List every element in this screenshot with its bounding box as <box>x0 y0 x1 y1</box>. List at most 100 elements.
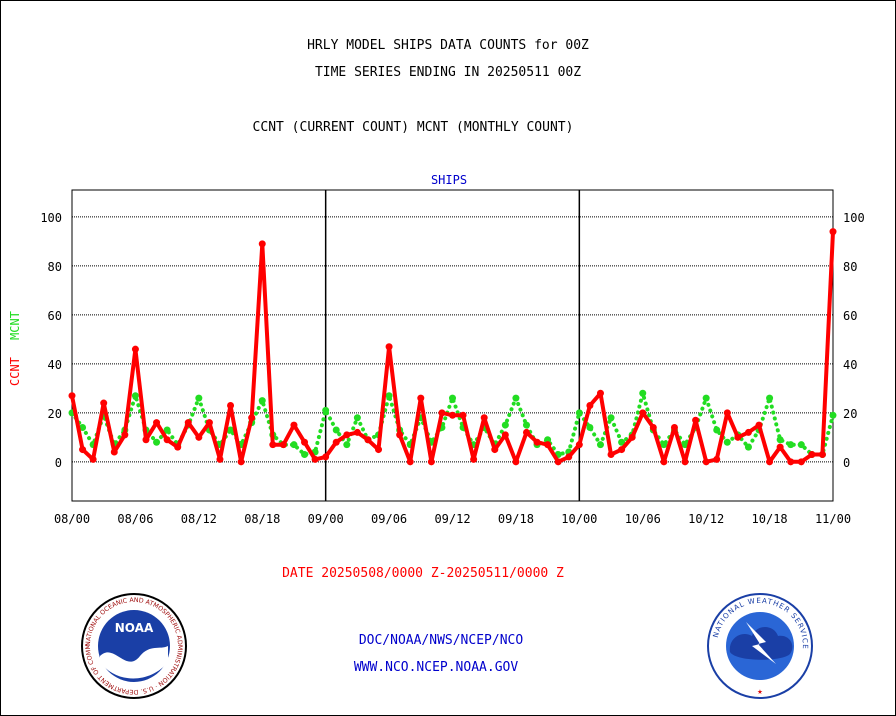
data-point-ccnt <box>227 401 235 409</box>
data-point-mcnt <box>713 426 721 434</box>
data-point-ccnt <box>79 446 87 454</box>
data-point-ccnt <box>533 438 541 446</box>
data-point-ccnt <box>512 458 520 466</box>
y-tick-label-left: 40 <box>48 358 62 372</box>
data-point-mcnt <box>681 441 689 449</box>
data-point-ccnt <box>639 409 647 417</box>
data-point-ccnt <box>153 419 161 427</box>
data-point-mcnt <box>787 441 795 449</box>
noaa-logo-name: NOAA <box>115 621 154 635</box>
data-point-mcnt <box>797 441 805 449</box>
data-point-ccnt <box>628 433 636 441</box>
data-point-ccnt <box>438 409 446 417</box>
x-tick-label: 10/12 <box>688 512 724 526</box>
data-point-ccnt <box>68 392 76 400</box>
nws-logo: ★ NATIONAL WEATHER SERVICE <box>707 593 813 699</box>
data-point-ccnt <box>744 428 752 436</box>
data-point-ccnt <box>681 458 689 466</box>
y-tick-label-left: 80 <box>48 260 62 274</box>
data-point-ccnt <box>269 441 277 449</box>
data-point-ccnt <box>829 228 837 236</box>
data-point-ccnt <box>723 409 731 417</box>
y-tick-label-left: 0 <box>55 456 62 470</box>
y-tick-label-left: 100 <box>40 211 62 225</box>
data-point-mcnt <box>522 421 530 429</box>
data-point-ccnt <box>449 411 456 419</box>
x-tick-label: 09/00 <box>308 512 344 526</box>
y-tick-label-right: 0 <box>843 456 850 470</box>
data-point-mcnt <box>586 424 594 432</box>
data-point-mcnt <box>290 441 298 449</box>
data-point-ccnt <box>734 433 742 441</box>
data-point-ccnt <box>163 436 171 444</box>
data-point-ccnt <box>216 455 224 463</box>
data-point-ccnt <box>766 458 774 466</box>
x-tick-label: 08/06 <box>117 512 153 526</box>
x-tick-label: 08/12 <box>181 512 217 526</box>
data-point-ccnt <box>332 438 340 446</box>
data-point-ccnt <box>776 443 784 451</box>
data-point-ccnt <box>195 433 203 441</box>
credit-organization: DOC/NOAA/NWS/NCEP/NCO <box>358 633 524 648</box>
data-point-mcnt <box>449 394 456 402</box>
x-tick-label: 08/00 <box>54 512 90 526</box>
data-point-mcnt <box>575 409 583 417</box>
y-tick-label-left: 60 <box>48 309 62 323</box>
data-point-ccnt <box>406 458 414 466</box>
y-tick-label-right: 60 <box>843 309 857 323</box>
data-point-mcnt <box>723 438 731 446</box>
y-axis-label-mcnt: MCNT <box>8 311 22 340</box>
y-tick-label-right: 100 <box>843 211 865 225</box>
data-point-ccnt <box>808 450 816 458</box>
chart-title-line2: TIME SERIES ENDING IN 20250511 00Z <box>314 65 582 80</box>
data-point-ccnt <box>121 431 129 439</box>
data-point-ccnt <box>100 399 108 407</box>
data-point-ccnt <box>575 441 583 449</box>
panel-label: SHIPS <box>431 173 467 187</box>
data-point-mcnt <box>195 394 203 402</box>
chart-title-line1: HRLY MODEL SHIPS DATA COUNTS for 00Z <box>307 38 589 53</box>
data-point-ccnt <box>480 414 488 422</box>
data-point-ccnt <box>131 345 139 353</box>
data-point-mcnt <box>660 441 668 449</box>
data-point-ccnt <box>311 455 319 463</box>
data-point-ccnt <box>184 419 192 427</box>
data-point-mcnt <box>131 392 139 400</box>
series-layer <box>68 228 837 466</box>
data-point-mcnt <box>618 438 626 446</box>
y-tick-label-left: 20 <box>48 407 62 421</box>
date-range: DATE 20250508/0000 Z-20250511/0000 Z <box>282 566 564 581</box>
data-point-ccnt <box>787 458 795 466</box>
data-point-mcnt <box>385 392 393 400</box>
data-point-mcnt <box>301 450 309 458</box>
data-point-mcnt <box>501 421 509 429</box>
plot-area <box>71 189 834 502</box>
data-point-ccnt <box>279 441 287 449</box>
x-tick-label: 10/18 <box>752 512 788 526</box>
noaa-logo: NOAA NATIONAL OCEANIC AND ATMOSPHERIC AD… <box>80 592 187 699</box>
x-tick-label: 09/18 <box>498 512 534 526</box>
data-point-ccnt <box>205 419 213 427</box>
data-point-ccnt <box>417 394 425 402</box>
data-point-ccnt <box>385 343 393 351</box>
data-point-ccnt <box>364 436 372 444</box>
data-point-ccnt <box>375 446 383 454</box>
data-point-ccnt <box>290 421 298 429</box>
data-point-ccnt <box>396 431 404 439</box>
data-point-ccnt <box>702 458 710 466</box>
data-point-ccnt <box>596 389 604 397</box>
data-point-ccnt <box>501 431 509 439</box>
data-point-ccnt <box>470 455 478 463</box>
data-point-ccnt <box>89 455 97 463</box>
data-point-ccnt <box>692 416 700 424</box>
data-point-ccnt <box>586 401 594 409</box>
data-point-mcnt <box>332 426 340 434</box>
data-point-ccnt <box>301 438 309 446</box>
x-tick-label: 09/06 <box>371 512 407 526</box>
data-point-ccnt <box>491 446 499 454</box>
noaa-bird-icon <box>100 646 168 679</box>
data-point-mcnt <box>227 426 235 434</box>
data-point-ccnt <box>607 450 615 458</box>
data-point-mcnt <box>258 397 266 405</box>
